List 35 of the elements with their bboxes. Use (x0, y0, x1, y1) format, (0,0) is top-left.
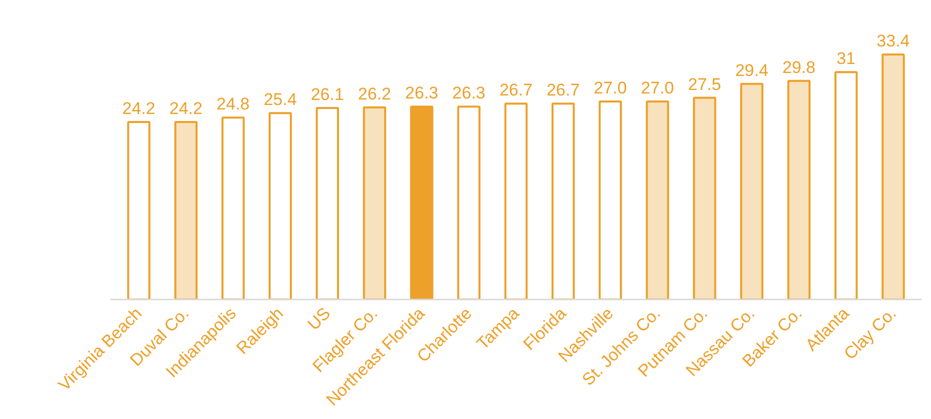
bar (646, 100, 670, 300)
data-label: 26.3 (405, 84, 438, 103)
bar (882, 54, 905, 300)
bar (598, 100, 622, 300)
bar (127, 120, 150, 300)
data-label: 25.4 (264, 90, 297, 110)
data-label: 24.2 (122, 98, 156, 118)
data-label: 27.0 (640, 78, 674, 98)
data-label: 26.3 (452, 84, 486, 103)
bar (692, 96, 716, 300)
bar (787, 80, 811, 300)
data-label: 29.8 (782, 58, 816, 77)
bar (174, 120, 198, 300)
data-label: 26.7 (546, 80, 580, 100)
data-label: 24.2 (169, 98, 202, 118)
bar (268, 112, 292, 300)
data-label: 26.2 (358, 84, 392, 104)
x-tick-label: US (304, 304, 334, 334)
bar (740, 82, 764, 300)
bar (834, 71, 858, 300)
bar (410, 106, 434, 300)
data-label: 27.5 (688, 74, 722, 94)
bar (362, 106, 386, 300)
data-label: 33.4 (876, 32, 910, 50)
data-label: 31 (836, 49, 856, 68)
bar (504, 102, 528, 300)
bar (316, 107, 340, 300)
data-label: 26.7 (499, 80, 533, 100)
data-label: 27.0 (594, 78, 627, 98)
bar (221, 116, 245, 300)
bar (457, 106, 480, 300)
data-label: 26.1 (310, 85, 344, 104)
data-label: 29.4 (735, 60, 768, 80)
bar (552, 102, 575, 300)
data-label: 24.8 (216, 94, 250, 114)
